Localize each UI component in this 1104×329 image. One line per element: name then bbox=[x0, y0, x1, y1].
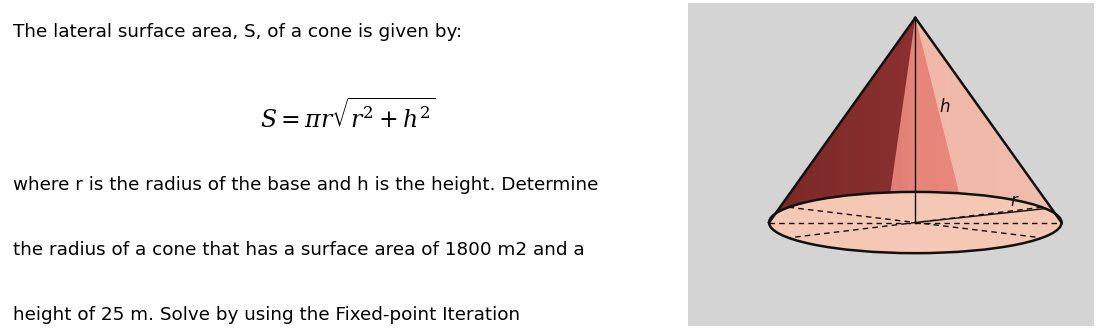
Polygon shape bbox=[887, 18, 966, 222]
Polygon shape bbox=[879, 59, 887, 222]
Polygon shape bbox=[790, 182, 798, 222]
Polygon shape bbox=[1025, 171, 1032, 222]
Polygon shape bbox=[835, 120, 842, 222]
Polygon shape bbox=[871, 69, 879, 222]
Text: h: h bbox=[940, 98, 951, 116]
Polygon shape bbox=[1032, 182, 1040, 222]
Polygon shape bbox=[887, 48, 893, 222]
Polygon shape bbox=[769, 18, 915, 222]
Bar bbox=[688, 3, 1094, 326]
Polygon shape bbox=[893, 38, 901, 222]
Polygon shape bbox=[828, 130, 835, 222]
Text: the radius of a cone that has a surface area of 1800 m2 and a: the radius of a cone that has a surface … bbox=[13, 241, 585, 259]
Polygon shape bbox=[776, 202, 784, 222]
Polygon shape bbox=[1018, 161, 1025, 222]
Polygon shape bbox=[798, 171, 806, 222]
Polygon shape bbox=[820, 140, 828, 222]
Polygon shape bbox=[857, 89, 864, 222]
Polygon shape bbox=[842, 110, 849, 222]
Polygon shape bbox=[1054, 212, 1062, 222]
Polygon shape bbox=[849, 100, 857, 222]
Text: where r is the radius of the base and h is the height. Determine: where r is the radius of the base and h … bbox=[13, 176, 598, 194]
Polygon shape bbox=[813, 151, 820, 222]
Polygon shape bbox=[769, 212, 776, 222]
Polygon shape bbox=[784, 192, 790, 222]
Text: height of 25 m. Solve by using the Fixed-point Iteration: height of 25 m. Solve by using the Fixed… bbox=[13, 306, 520, 324]
Text: r: r bbox=[1010, 192, 1017, 210]
Text: The lateral surface area, S, of a cone is given by:: The lateral surface area, S, of a cone i… bbox=[13, 23, 463, 41]
Text: $S = \pi r\sqrt{r^2 + h^2}$: $S = \pi r\sqrt{r^2 + h^2}$ bbox=[259, 99, 436, 133]
Ellipse shape bbox=[769, 192, 1062, 253]
Polygon shape bbox=[1040, 192, 1047, 222]
Polygon shape bbox=[915, 18, 1062, 222]
Polygon shape bbox=[864, 79, 871, 222]
Polygon shape bbox=[806, 161, 813, 222]
Polygon shape bbox=[1047, 202, 1054, 222]
